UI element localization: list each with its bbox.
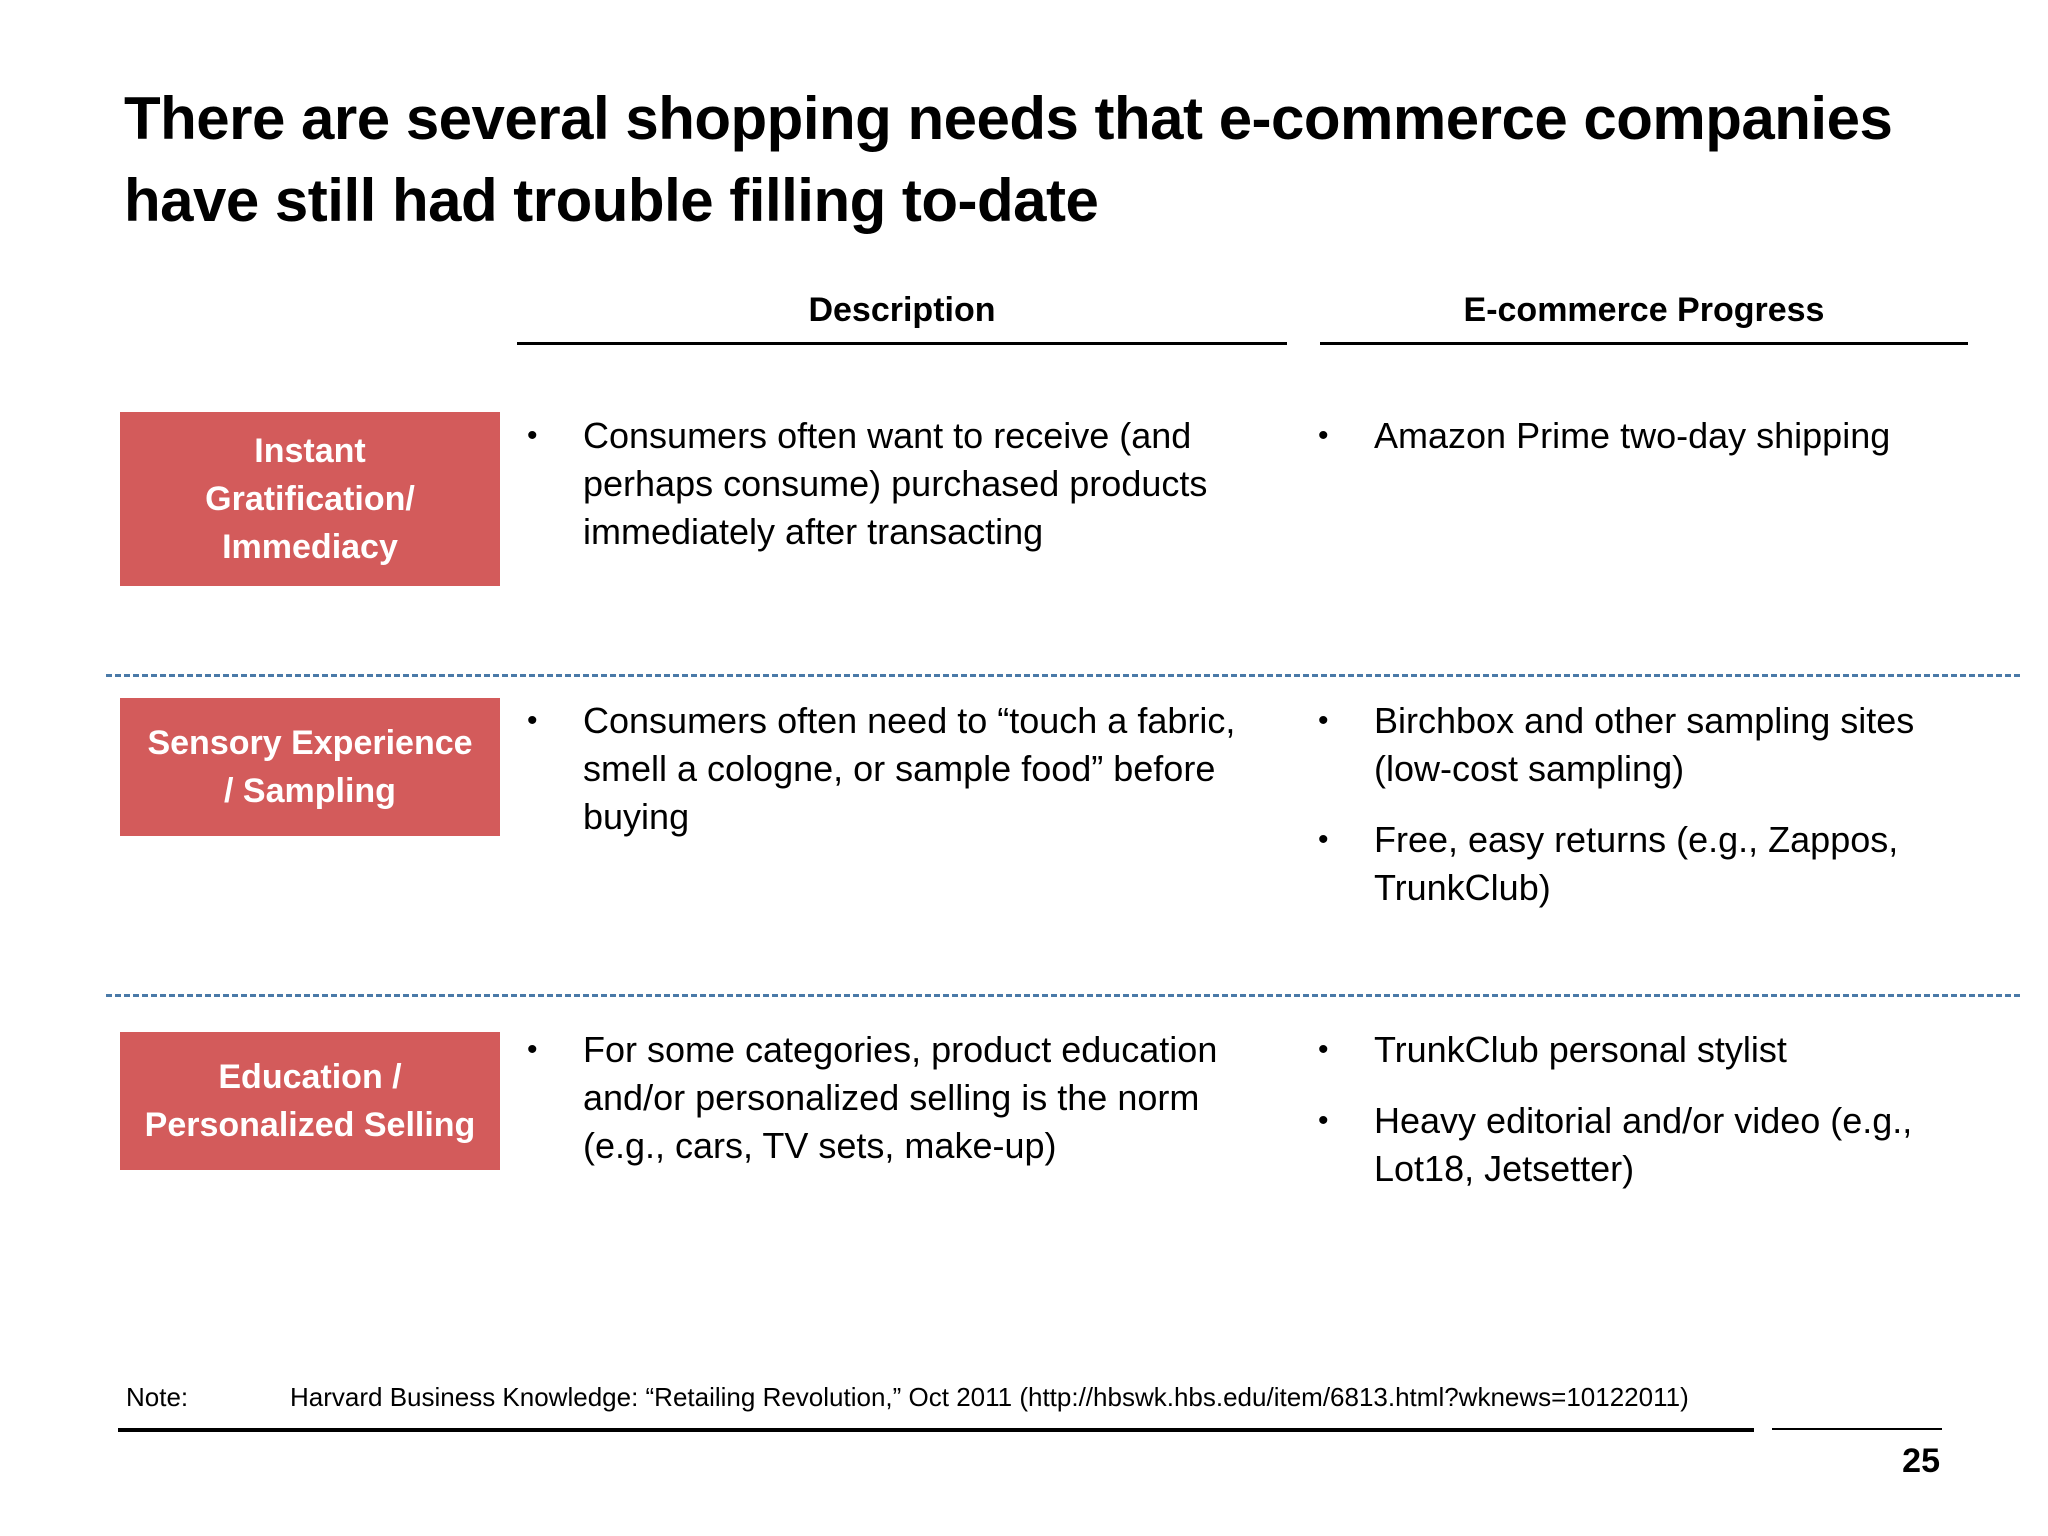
progress-bullet: Amazon Prime two-day shipping (1318, 412, 1998, 460)
page-number-rule (1772, 1428, 1942, 1430)
description-list-row-1: Consumers often want to receive (and per… (527, 412, 1267, 579)
progress-bullet: Heavy editorial and/or video (e.g., Lot1… (1318, 1097, 1998, 1193)
progress-bullet: Free, easy returns (e.g., Zappos, TrunkC… (1318, 816, 1998, 912)
column-header-progress: E-commerce Progress (1320, 285, 1968, 345)
footnote-text: Harvard Business Knowledge: “Retailing R… (290, 1382, 1689, 1412)
footer-rule (118, 1428, 1754, 1432)
row-divider (106, 994, 2020, 997)
progress-bullet: Birchbox and other sampling sites (low-c… (1318, 697, 1998, 793)
progress-bullet: TrunkClub personal stylist (1318, 1026, 1998, 1074)
row-divider (106, 674, 2020, 677)
progress-list-row-3: TrunkClub personal stylist Heavy editori… (1318, 1026, 1998, 1216)
footnote: Note: Harvard Business Knowledge: “Retai… (126, 1380, 1766, 1414)
column-header-description: Description (517, 285, 1287, 345)
description-list-row-3: For some categories, product education a… (527, 1026, 1267, 1193)
need-box-education: Education / Personalized Selling (120, 1032, 500, 1170)
footnote-label: Note: (126, 1382, 189, 1412)
slide-title: There are several shopping needs that e-… (124, 85, 1893, 234)
need-box-sensory-experience: Sensory Experience / Sampling (120, 698, 500, 836)
progress-list-row-1: Amazon Prime two-day shipping (1318, 412, 1998, 483)
need-box-instant-gratification: Instant Gratification/ Immediacy (120, 412, 500, 586)
page-number: 25 (1902, 1442, 1940, 1480)
progress-list-row-2: Birchbox and other sampling sites (low-c… (1318, 697, 1998, 935)
description-list-row-2: Consumers often need to “touch a fabric,… (527, 697, 1267, 864)
description-bullet: Consumers often need to “touch a fabric,… (527, 697, 1267, 841)
description-bullet: For some categories, product education a… (527, 1026, 1267, 1170)
description-bullet: Consumers often want to receive (and per… (527, 412, 1267, 556)
